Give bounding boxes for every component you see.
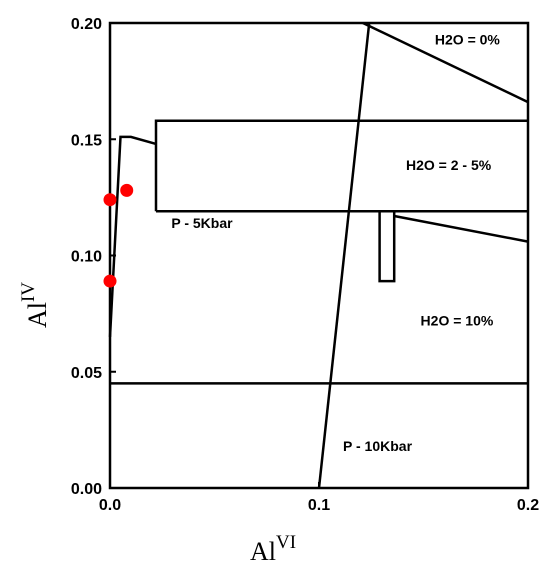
y-axis-ticks: 0.00 0.05 0.10 0.15 0.20 — [71, 16, 116, 498]
x-tick-label: 0.1 — [308, 497, 330, 514]
y-tick-label: 0.20 — [71, 16, 102, 33]
x-axis-label: AlVI — [250, 532, 296, 566]
data-point — [120, 183, 134, 197]
x-axis-label-superscript: VI — [276, 532, 296, 553]
x-tick-label: 0.2 — [517, 497, 539, 514]
region-label: H2O = 0% — [435, 31, 501, 47]
region-annotations: H2O = 0% H2O = 2 - 5% P - 5Kbar H2O = 10% P … — [171, 31, 500, 454]
y-axis-label: AlIV — [18, 282, 52, 328]
y-tick-label: 0.10 — [71, 249, 102, 266]
boundary-line-8 — [317, 22, 371, 489]
boundary-line-2 — [154, 119, 528, 212]
boundary-line-6 — [362, 21, 529, 104]
region-label: P - 10Kbar — [343, 438, 413, 454]
region-label: P - 5Kbar — [171, 215, 233, 231]
y-axis-label-base: Al — [23, 302, 52, 328]
region-label: H2O = 10% — [421, 313, 494, 329]
x-axis-label-base: Al — [250, 537, 276, 566]
x-tick-label: 0.0 — [99, 497, 121, 514]
y-tick-label: 0.15 — [71, 132, 102, 149]
y-tick-label: 0.00 — [71, 481, 102, 498]
boundary-line-4 — [378, 211, 396, 283]
boundary-line-5 — [393, 214, 529, 243]
boundary-lines — [108, 21, 529, 489]
region-label: H2O = 2 - 5% — [406, 157, 492, 173]
y-axis-label-group: AlIV — [18, 282, 52, 328]
data-point — [103, 274, 117, 288]
data-points — [103, 183, 134, 288]
boundary-line-1 — [108, 135, 157, 337]
y-tick-label: 0.05 — [71, 365, 102, 382]
y-axis-label-superscript: IV — [18, 282, 39, 302]
data-point — [103, 193, 117, 207]
